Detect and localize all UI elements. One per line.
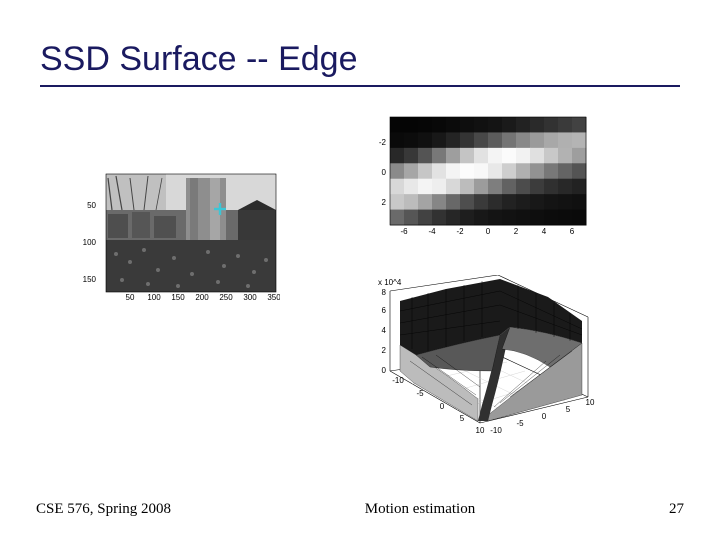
footer-center: Motion estimation (365, 501, 475, 518)
footer-left: CSE 576, Spring 2008 (36, 501, 171, 518)
xtick: 0 (486, 227, 491, 235)
ytick: 50 (87, 201, 96, 210)
xtick: 200 (195, 293, 209, 300)
xtick: 50 (126, 293, 135, 300)
slide-footer: CSE 576, Spring 2008 Motion estimation 2… (0, 501, 720, 518)
xtick: -10 (392, 376, 404, 385)
xtick: 0 (440, 402, 445, 411)
xtick: -4 (428, 227, 436, 235)
ztick: 6 (382, 306, 387, 315)
ztick: 8 (382, 288, 387, 297)
xtick: 250 (219, 293, 233, 300)
ytick: 150 (83, 275, 97, 284)
xtick: 350 (267, 293, 280, 300)
xtick: 6 (570, 227, 575, 235)
ytick: 0 (382, 168, 387, 177)
ytick: 100 (83, 238, 97, 247)
ytick: -5 (516, 419, 524, 428)
footer-page-number: 27 (669, 501, 684, 518)
xtick: -2 (456, 227, 464, 235)
figure-source-image: 50 100 150 (78, 170, 280, 300)
xtick: 150 (171, 293, 185, 300)
figure-ssd-surface: x 10^4 (350, 275, 610, 445)
ssd-surface-mesh (400, 279, 582, 421)
title-underline (40, 85, 680, 87)
ytick: -10 (490, 426, 502, 435)
ytick: 10 (586, 398, 595, 407)
xtick: 100 (147, 293, 161, 300)
exponent-label: x 10^4 (378, 278, 402, 287)
ztick: 0 (382, 366, 387, 375)
xtick: 10 (476, 426, 485, 435)
ytick: -2 (379, 138, 387, 147)
ytick: 2 (382, 198, 387, 207)
ztick: 4 (382, 326, 387, 335)
xtick: 4 (542, 227, 547, 235)
xtick: 5 (460, 414, 465, 423)
figure-edge-patch: -2 0 2 -6 -4 -2 0 2 4 6 (370, 115, 588, 235)
xtick: 2 (514, 227, 519, 235)
content-area: 50 100 150 (0, 95, 720, 465)
xtick: -5 (416, 389, 424, 398)
slide-title: SSD Surface -- Edge (40, 40, 680, 79)
patch-pixels (390, 117, 587, 226)
ytick: 5 (566, 405, 571, 414)
ytick: 0 (542, 412, 547, 421)
ztick: 2 (382, 346, 387, 355)
xtick: -6 (400, 227, 408, 235)
source-image-pixels (106, 174, 276, 292)
xtick: 300 (243, 293, 257, 300)
